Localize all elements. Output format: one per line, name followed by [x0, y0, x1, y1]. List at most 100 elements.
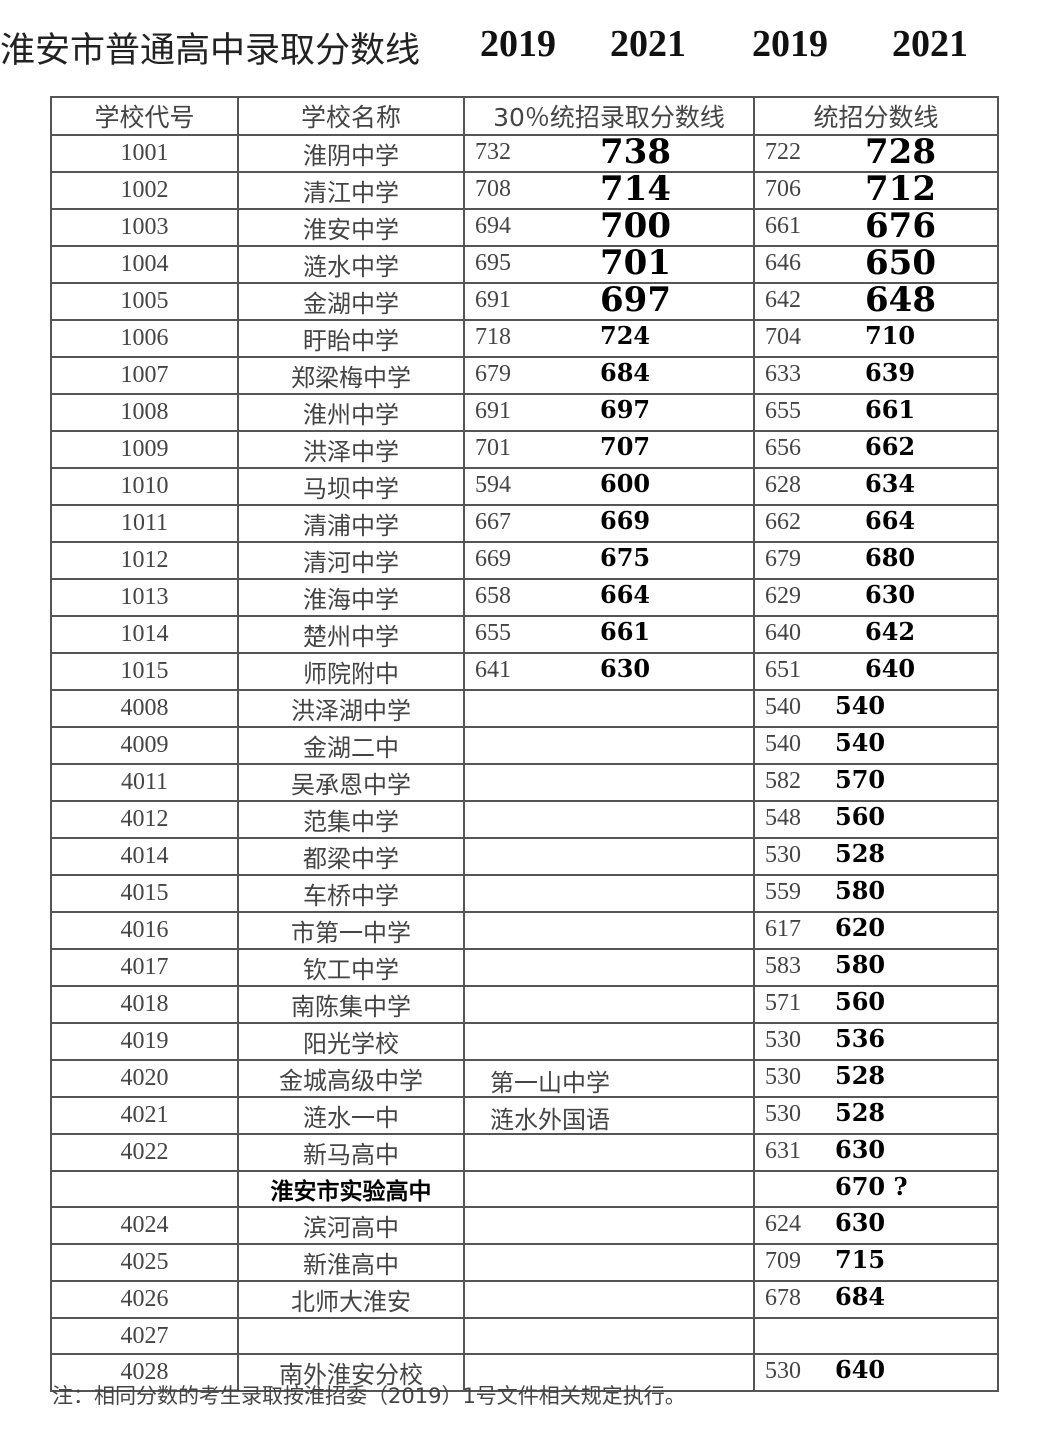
score-2019: 530: [765, 1064, 801, 1090]
cell-30pct: [463, 874, 755, 913]
score-2021: 540: [835, 691, 886, 720]
year-label: 2021: [610, 23, 686, 65]
score-2019: 662: [765, 509, 801, 535]
school-code: 1014: [50, 615, 239, 654]
score-2021: 724: [600, 321, 651, 350]
cell-unified: 722 728: [753, 132, 999, 173]
score-2019: 656: [765, 435, 801, 461]
cell-30pct: [463, 763, 755, 802]
score-2021: 620: [835, 913, 886, 942]
score-2019: 624: [765, 1211, 801, 1237]
score-2019: 530: [765, 1358, 801, 1384]
cell-unified: 631 630: [753, 1133, 999, 1172]
school-code: 1012: [50, 541, 239, 580]
score-2021: 697: [600, 280, 671, 320]
table-row: 4012 范集中学 548 560: [50, 800, 999, 839]
school-code: 1009: [50, 430, 239, 469]
cell-30pct: 708 714: [463, 169, 755, 210]
school-name: 洪泽中学: [237, 430, 465, 469]
school-name: 南陈集中学: [237, 985, 465, 1024]
score-2021: 664: [865, 506, 916, 535]
cell-unified: 633 639: [753, 356, 999, 395]
score-2019: 709: [765, 1248, 801, 1274]
score-2021: 648: [865, 280, 936, 320]
year-label: 2021: [892, 23, 968, 65]
cell-30pct: [463, 837, 755, 876]
score-2019: 530: [765, 1027, 801, 1053]
school-code: 4026: [50, 1280, 239, 1319]
score-2019: 661: [765, 213, 801, 239]
score-2021: 570: [835, 765, 886, 794]
cell-30pct: 701 707: [463, 430, 755, 469]
score-2019: 694: [475, 213, 511, 239]
cell-unified: 530 528: [753, 1059, 999, 1098]
school-name: 北师大淮安: [237, 1280, 465, 1319]
score-2019: 708: [475, 176, 511, 202]
cell-unified: 655 661: [753, 393, 999, 432]
score-2019: 691: [475, 287, 511, 313]
school-name: 淮海中学: [237, 578, 465, 617]
score-2021: 680: [865, 543, 916, 572]
table-row: 1003 淮安中学 694 700 661 676: [50, 206, 999, 247]
school-name: 淮安市实验高中: [237, 1170, 465, 1208]
table-row: 1006 盱眙中学 718 724 704 710: [50, 319, 999, 358]
cell-30pct: 667 669: [463, 504, 755, 543]
score-2021: 560: [835, 802, 886, 831]
score-2019: 651: [765, 657, 801, 683]
score-2021: 701: [600, 243, 671, 283]
score-2021: 707: [600, 432, 651, 461]
score-2021: 738: [600, 132, 671, 172]
score-2019: 679: [475, 361, 511, 387]
score-2019: 658: [475, 583, 511, 609]
cell-unified: 540 540: [753, 689, 999, 728]
score-2019: 633: [765, 361, 801, 387]
school-name: 洪泽湖中学: [237, 689, 465, 728]
cell-30pct: 涟水外国语: [463, 1096, 755, 1135]
table-row: 4016 市第一中学 617 620: [50, 911, 999, 950]
score-2021: 630: [865, 580, 916, 609]
school-code: 1010: [50, 467, 239, 506]
school-code: 4019: [50, 1022, 239, 1061]
school-name: 马坝中学: [237, 467, 465, 506]
school-code: 1002: [50, 171, 239, 210]
cell-30pct: 691 697: [463, 280, 755, 321]
cell-unified: 530 528: [753, 1096, 999, 1135]
score-2021: 634: [865, 469, 916, 498]
cell-30pct: 658 664: [463, 578, 755, 617]
table-row: 4009 金湖二中 540 540: [50, 726, 999, 765]
page-title: 淮安市普通高中录取分数线 2019 2021 2019 2021: [0, 22, 1050, 72]
score-2019: 646: [765, 250, 801, 276]
column-header: 学校名称: [237, 96, 465, 136]
school-name: 师院附中: [237, 652, 465, 691]
school-name: 淮州中学: [237, 393, 465, 432]
school-name: 涟水中学: [237, 245, 465, 284]
score-2021: 710: [865, 321, 916, 350]
score-2019: 530: [765, 842, 801, 868]
score-2021: 669: [600, 506, 651, 535]
table-row: 4015 车桥中学 559 580: [50, 874, 999, 913]
table-row: 4018 南陈集中学 571 560: [50, 985, 999, 1024]
cell-30pct: 718 724: [463, 319, 755, 358]
school-name: 金城高级中学: [237, 1059, 465, 1098]
footnote: 注：相同分数的考生录取按淮招委（2019）1号文件相关规定执行。: [52, 1384, 686, 1408]
score-2019: 695: [475, 250, 511, 276]
score-2021: 536: [835, 1024, 886, 1053]
cell-30pct: [463, 985, 755, 1024]
cell-30pct: 641 630: [463, 652, 755, 691]
table-row: 1009 洪泽中学 701 707 656 662: [50, 430, 999, 469]
school-code: 1011: [50, 504, 239, 543]
score-2021: 560: [835, 987, 886, 1016]
school-code: 1013: [50, 578, 239, 617]
school-name: 范集中学: [237, 800, 465, 839]
score-2019: 582: [765, 768, 801, 794]
table-row: 1004 涟水中学 695 701 646 650: [50, 243, 999, 284]
school-code: 1004: [50, 245, 239, 284]
table-row: 4027: [50, 1317, 999, 1355]
cell-unified: 617 620: [753, 911, 999, 950]
score-2021: 580: [835, 876, 886, 905]
score-2021: 676: [865, 206, 936, 246]
cell-unified: 646 650: [753, 243, 999, 284]
cell-30pct: [463, 948, 755, 987]
score-2019: 628: [765, 472, 801, 498]
score-2019: 667: [475, 509, 511, 535]
